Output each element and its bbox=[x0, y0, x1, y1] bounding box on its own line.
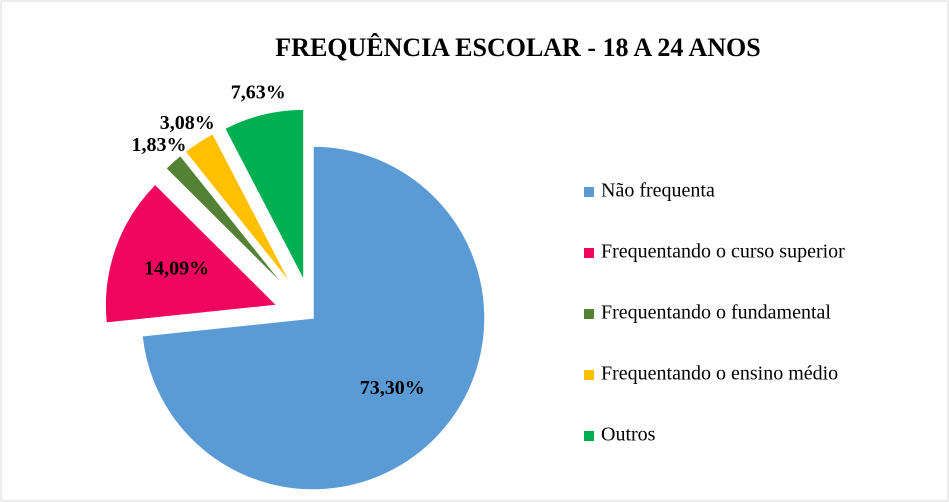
pie-slice bbox=[223, 108, 305, 282]
chart-title: FREQUÊNCIA ESCOLAR - 18 A 24 ANOS bbox=[275, 33, 760, 62]
data-label: 14,09% bbox=[144, 257, 209, 279]
legend-label: Não frequenta bbox=[601, 180, 715, 202]
legend-label: Frequentando o ensino médio bbox=[601, 363, 838, 385]
pie-slice bbox=[164, 154, 289, 291]
pie-slice bbox=[104, 183, 279, 324]
data-label: 1,83% bbox=[132, 134, 187, 156]
data-label: 3,08% bbox=[160, 112, 215, 134]
data-label: 73,30% bbox=[360, 377, 425, 399]
legend-marker bbox=[584, 248, 594, 258]
legend-label: Frequentando o fundamental bbox=[601, 302, 831, 324]
data-label: 7,63% bbox=[231, 82, 286, 104]
legend-marker bbox=[584, 187, 594, 197]
legend-marker bbox=[584, 370, 594, 380]
pie-slice bbox=[183, 132, 293, 287]
legend-label: Frequentando o curso superior bbox=[601, 241, 845, 263]
legend-marker bbox=[584, 431, 594, 441]
legend-marker bbox=[584, 309, 594, 319]
pie-slice bbox=[141, 145, 486, 491]
legend-label: Outros bbox=[601, 424, 656, 446]
